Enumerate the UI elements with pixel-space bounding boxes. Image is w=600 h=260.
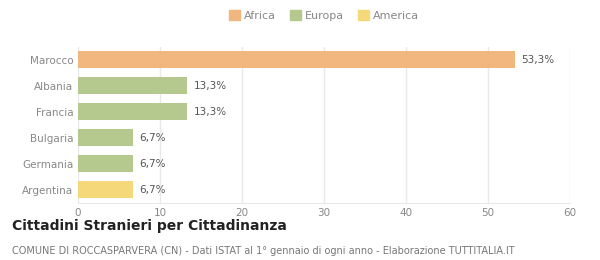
Text: 6,7%: 6,7% xyxy=(139,133,166,143)
Bar xyxy=(78,51,515,68)
Text: 13,3%: 13,3% xyxy=(194,107,227,117)
Text: 13,3%: 13,3% xyxy=(194,81,227,91)
Text: 53,3%: 53,3% xyxy=(521,55,555,65)
Bar xyxy=(78,181,133,198)
Bar xyxy=(78,155,133,172)
Text: Cittadini Stranieri per Cittadinanza: Cittadini Stranieri per Cittadinanza xyxy=(12,219,287,233)
Bar xyxy=(78,103,187,120)
Text: 6,7%: 6,7% xyxy=(139,159,166,169)
Legend: Africa, Europa, America: Africa, Europa, America xyxy=(224,5,424,25)
Text: 6,7%: 6,7% xyxy=(139,185,166,195)
Text: COMUNE DI ROCCASPARVERA (CN) - Dati ISTAT al 1° gennaio di ogni anno - Elaborazi: COMUNE DI ROCCASPARVERA (CN) - Dati ISTA… xyxy=(12,245,515,256)
Bar xyxy=(78,129,133,146)
Bar xyxy=(78,77,187,94)
